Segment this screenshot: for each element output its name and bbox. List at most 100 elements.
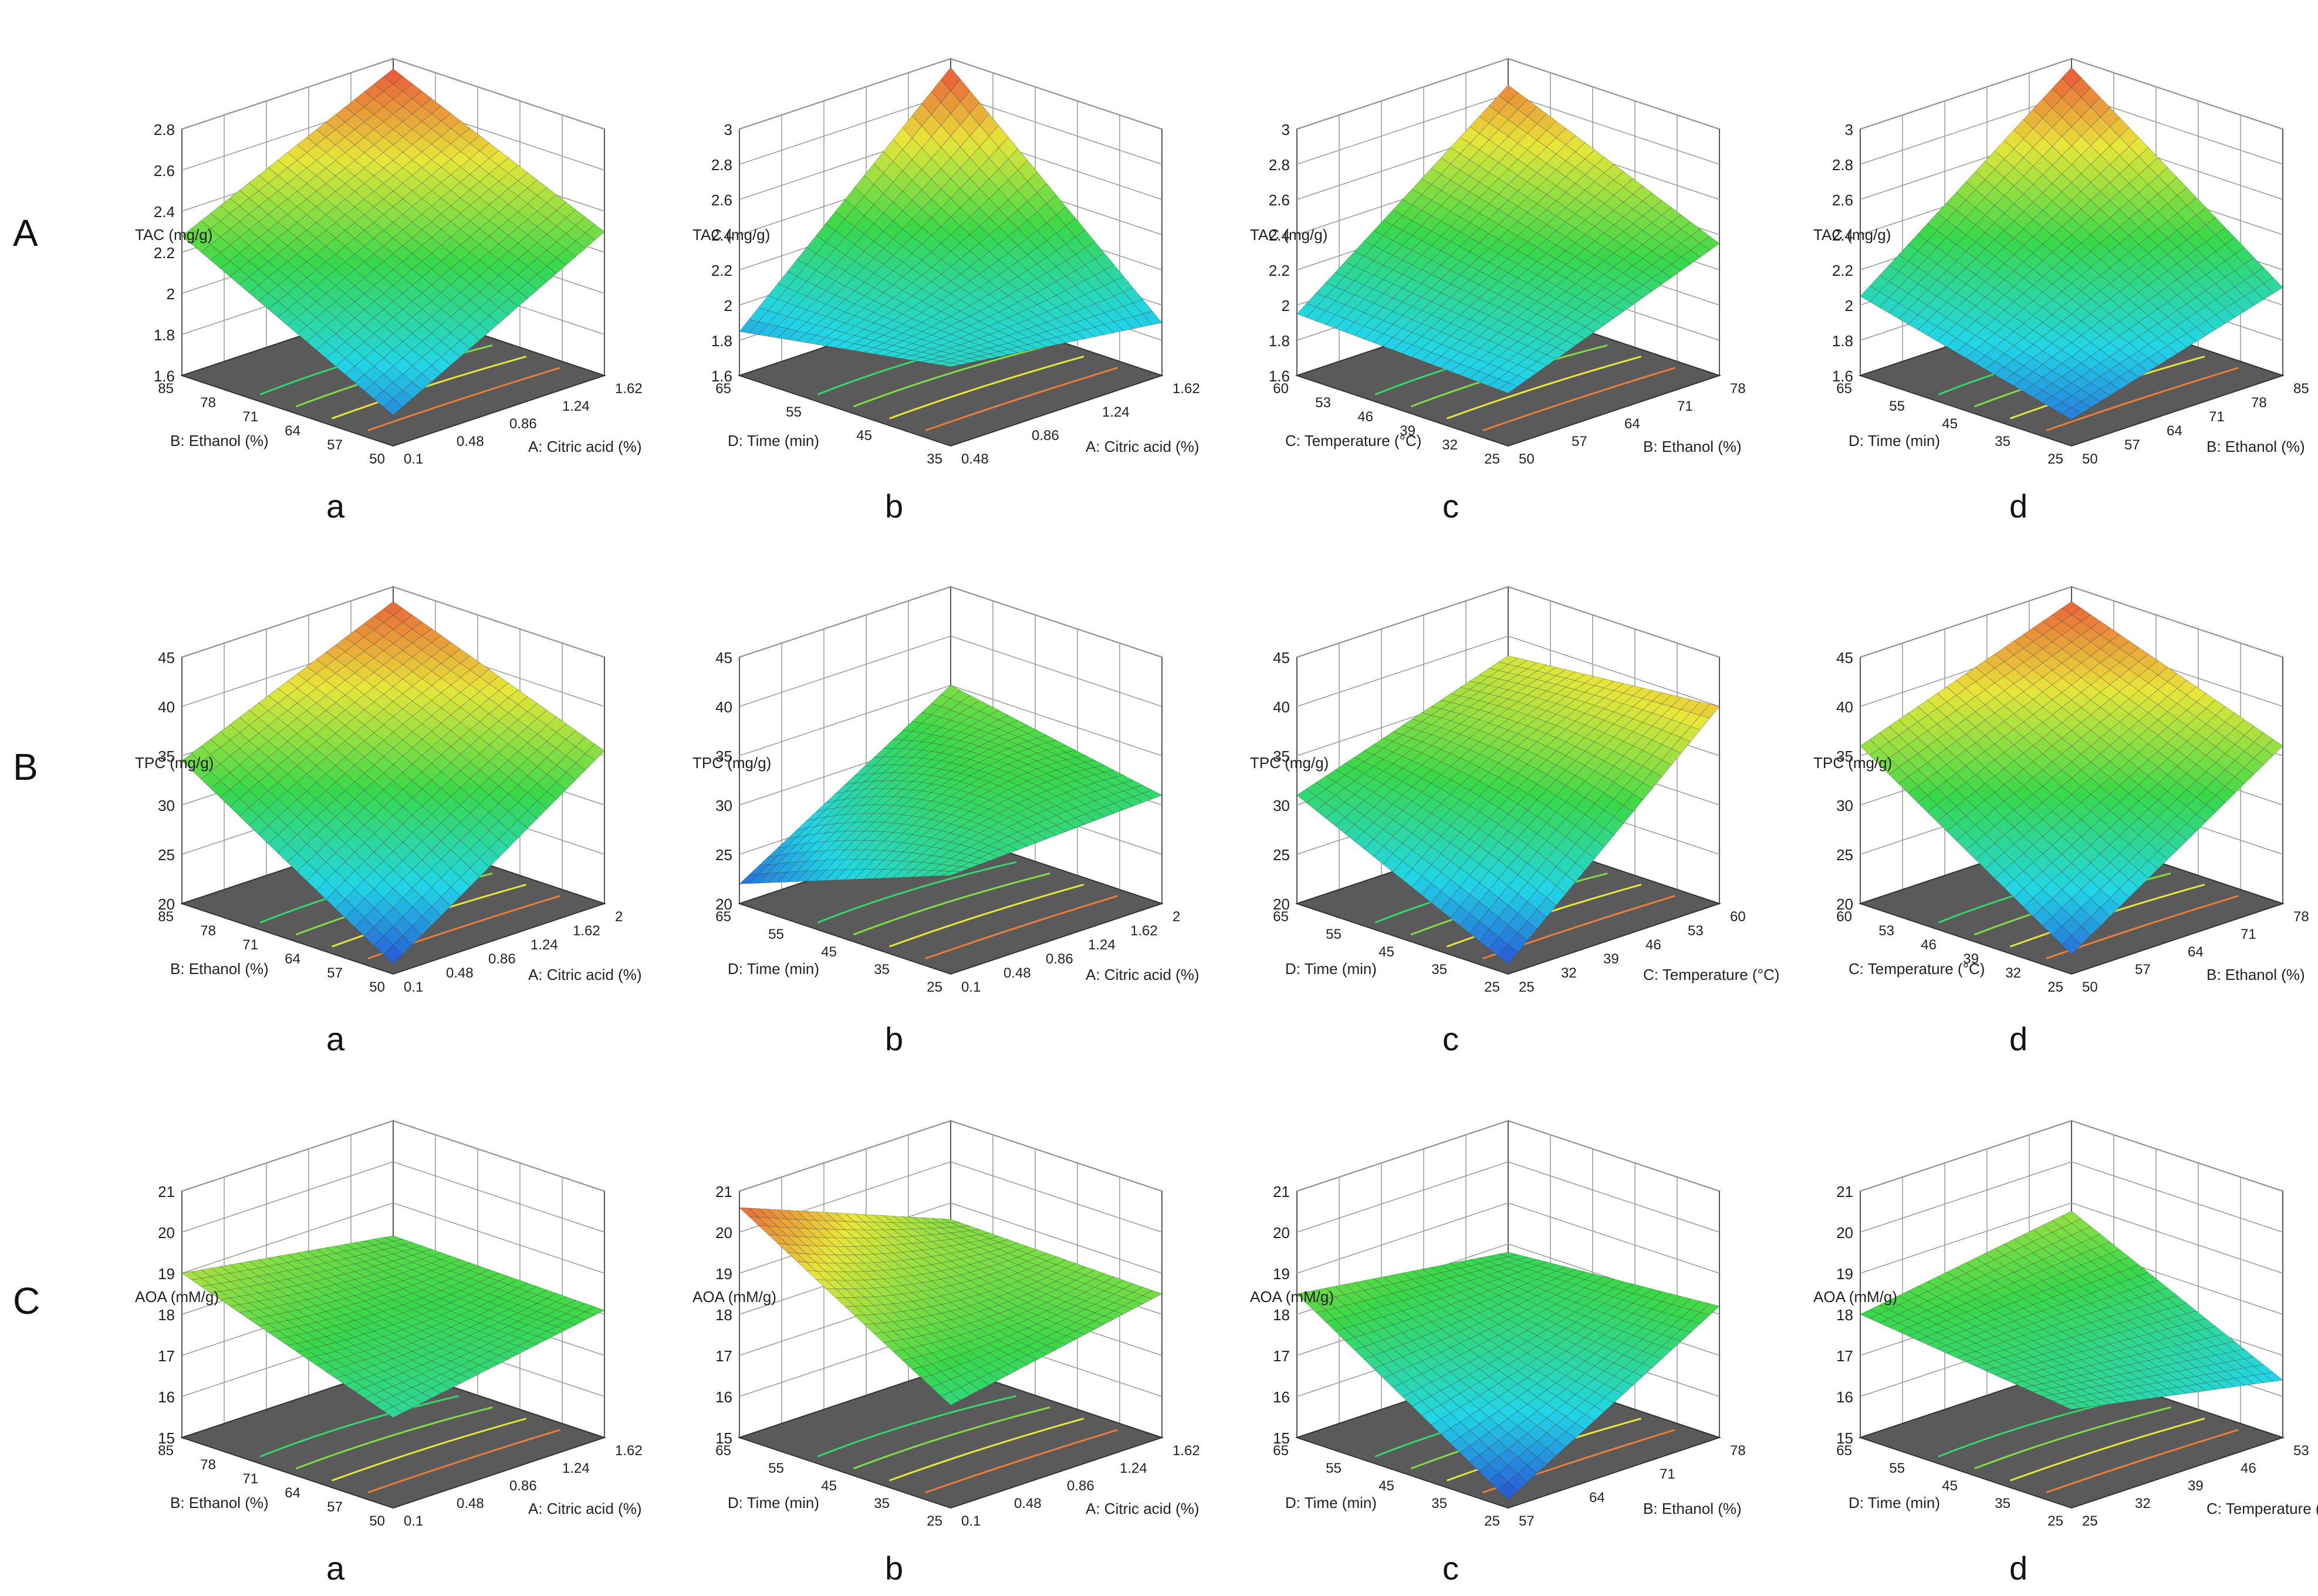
z-tick-label: 40 <box>715 698 732 716</box>
z-tick-label: 25 <box>158 846 175 864</box>
y-tick-label: 60 <box>1836 909 1852 925</box>
x-tick-label: 78 <box>2251 395 2267 411</box>
y-axis-label: B: Ethanol (%) <box>170 960 269 978</box>
x-axis-label: A: Citric acid (%) <box>1086 966 1199 983</box>
z-tick-label: 2.6 <box>1832 191 1853 209</box>
y-tick-label: 65 <box>715 381 731 397</box>
x-tick-label: 57 <box>2124 437 2140 453</box>
x-tick-label: 0.86 <box>1046 951 1073 967</box>
x-axis-label: B: Ethanol (%) <box>1643 438 1742 455</box>
z-tick-label: 2.8 <box>154 121 175 138</box>
x-tick-label: 1.24 <box>562 1460 590 1476</box>
x-tick-label: 50 <box>1519 451 1535 467</box>
x-tick-label: 50 <box>2082 451 2098 467</box>
panel-label-c1: c <box>1442 488 1459 525</box>
y-tick-label: 55 <box>1889 398 1905 414</box>
row-label-b: B <box>13 746 38 788</box>
x-tick-label: 46 <box>1645 937 1661 953</box>
x-tick-label: 57 <box>2135 962 2151 978</box>
x-tick-label: 0.86 <box>488 951 516 967</box>
x-tick-label: 32 <box>1561 965 1577 981</box>
y-axis-label: D: Time (min) <box>1285 960 1377 978</box>
y-tick-label: 65 <box>1273 909 1289 925</box>
z-tick-label: 18 <box>158 1306 175 1324</box>
panel-label-b3: b <box>885 1550 904 1587</box>
y-tick-label: 45 <box>1378 944 1394 960</box>
z-tick-label: 2.2 <box>1832 262 1853 279</box>
z-tick-label: 40 <box>1836 698 1853 716</box>
x-tick-label: 85 <box>2293 381 2309 397</box>
z-axis-label: TAC (mg/g) <box>1250 226 1327 244</box>
x-axis-label: A: Citric acid (%) <box>528 438 642 455</box>
z-axis-label: TPC (mg/g) <box>692 754 771 772</box>
x-tick-label: 0.48 <box>1003 965 1031 981</box>
x-tick-label: 53 <box>1688 923 1704 939</box>
y-tick-label: 71 <box>242 1471 258 1487</box>
z-axis-label: TAC (mg/g) <box>135 226 212 244</box>
z-tick-label: 25 <box>1836 846 1853 864</box>
z-tick-label: 19 <box>715 1265 732 1283</box>
x-axis-label: A: Citric acid (%) <box>528 1500 642 1517</box>
y-tick-label: 35 <box>874 962 890 978</box>
y-tick-label: 45 <box>821 944 837 960</box>
z-tick-label: 45 <box>715 649 732 667</box>
x-tick-label: 60 <box>1730 909 1746 925</box>
x-tick-label: 0.1 <box>404 451 423 467</box>
x-tick-label: 64 <box>2188 944 2204 960</box>
x-tick-label: 0.1 <box>404 1513 423 1529</box>
z-tick-label: 25 <box>715 846 732 864</box>
y-tick-label: 65 <box>715 909 731 925</box>
y-tick-label: 64 <box>285 951 300 967</box>
y-tick-label: 60 <box>1273 381 1289 397</box>
z-tick-label: 20 <box>715 1224 732 1242</box>
z-tick-label: 45 <box>1273 649 1290 667</box>
y-tick-label: 53 <box>1315 395 1331 411</box>
x-axis-label: A: Citric acid (%) <box>528 966 642 983</box>
y-tick-label: 71 <box>242 409 258 425</box>
z-tick-label: 3 <box>1282 121 1290 138</box>
x-tick-label: 1.24 <box>1102 404 1130 420</box>
wall-gridline <box>181 58 605 130</box>
z-tick-label: 17 <box>715 1347 732 1365</box>
surface-panel-B-b: 2025303540450.10.480.861.241.62225354555… <box>692 586 1199 995</box>
z-tick-label: 40 <box>1273 698 1290 716</box>
x-axis-label: B: Ethanol (%) <box>2207 966 2305 983</box>
z-tick-label: 25 <box>1273 846 1290 864</box>
z-tick-label: 16 <box>715 1388 732 1406</box>
x-tick-label: 1.62 <box>615 381 643 397</box>
z-tick-label: 1.6 <box>154 367 175 385</box>
y-tick-label: 25 <box>1484 979 1500 995</box>
x-tick-label: 2 <box>615 909 623 925</box>
z-tick-label: 1.8 <box>1269 332 1290 350</box>
y-tick-label: 78 <box>200 1457 216 1473</box>
z-tick-label: 30 <box>158 797 175 814</box>
y-tick-label: 25 <box>2047 979 2063 995</box>
x-tick-label: 25 <box>1519 979 1535 995</box>
z-tick-label: 2.6 <box>154 162 175 180</box>
y-tick-label: 85 <box>158 1443 174 1459</box>
panel-label-b2: b <box>885 1020 904 1057</box>
surface-panel-C-a: 151617181920210.10.480.861.241.625057647… <box>135 1120 643 1529</box>
y-axis-label: D: Time (min) <box>728 960 819 978</box>
z-axis-label: TPC (mg/g) <box>1250 754 1329 772</box>
surface-panel-B-a: 2025303540450.10.480.861.241.62250576471… <box>135 586 642 995</box>
z-tick-label: 2.8 <box>711 156 732 174</box>
row-label-c: C <box>13 1280 40 1322</box>
x-tick-label: 64 <box>2167 423 2182 439</box>
z-axis-label: AOA (mM/g) <box>135 1288 219 1306</box>
z-tick-label: 21 <box>158 1183 175 1201</box>
z-axis-label: TPC (mg/g) <box>1813 754 1892 772</box>
z-tick-label: 19 <box>158 1265 175 1283</box>
x-tick-label: 39 <box>1603 951 1619 967</box>
x-tick-label: 0.48 <box>457 434 484 449</box>
x-tick-label: 71 <box>2241 927 2256 942</box>
x-tick-label: 64 <box>1624 416 1640 432</box>
z-tick-label: 2.2 <box>1269 262 1290 279</box>
panel-label-c3: c <box>1442 1550 1459 1587</box>
y-tick-label: 55 <box>768 927 784 942</box>
z-tick-label: 2 <box>724 297 732 315</box>
x-axis-label: C: Temperature (°C) <box>1643 966 1779 983</box>
z-tick-label: 16 <box>158 1388 175 1406</box>
